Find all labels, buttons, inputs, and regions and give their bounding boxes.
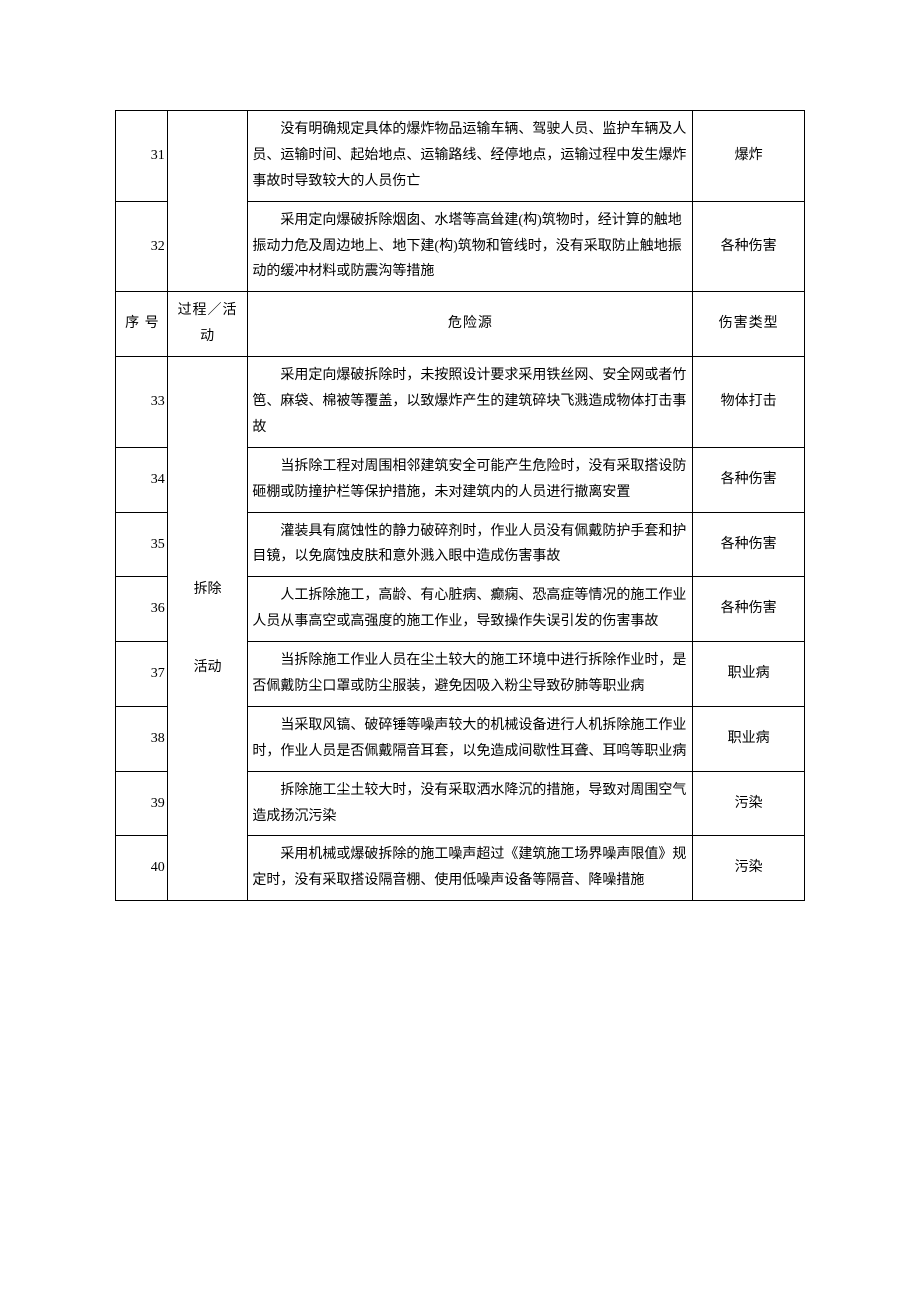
seq-cell: 37 xyxy=(116,642,168,707)
hazard-cell: 拆除施工尘土较大时，没有采取洒水降沉的措施，导致对周围空气造成扬沉污染 xyxy=(248,771,693,836)
type-cell: 污染 xyxy=(693,836,805,901)
seq-cell: 35 xyxy=(116,512,168,577)
hazard-cell: 采用机械或爆破拆除的施工噪声超过《建筑施工场界噪声限值》规定时，没有采取搭设隔音… xyxy=(248,836,693,901)
header-hazard: 危险源 xyxy=(248,292,693,357)
table-row: 31 没有明确规定具体的爆炸物品运输车辆、驾驶人员、监护车辆及人员、运输时间、起… xyxy=(116,111,805,202)
seq-cell: 34 xyxy=(116,447,168,512)
type-cell: 物体打击 xyxy=(693,357,805,448)
type-cell: 各种伤害 xyxy=(693,577,805,642)
hazard-cell: 当采取风镐、破碎锤等噪声较大的机械设备进行人机拆除施工作业时，作业人员是否佩戴隔… xyxy=(248,706,693,771)
hazard-cell: 采用定向爆破拆除烟囱、水塔等高耸建(构)筑物时，经计算的触地振动力危及周边地上、… xyxy=(248,201,693,292)
activity-cell-empty xyxy=(167,111,248,292)
table-row: 33 拆除活动 采用定向爆破拆除时，未按照设计要求采用铁丝网、安全网或者竹笆、麻… xyxy=(116,357,805,448)
type-cell: 各种伤害 xyxy=(693,512,805,577)
type-cell: 各种伤害 xyxy=(693,447,805,512)
header-activity: 过程／活动 xyxy=(167,292,248,357)
seq-cell: 39 xyxy=(116,771,168,836)
header-row: 序 号 过程／活动 危险源 伤害类型 xyxy=(116,292,805,357)
type-cell: 污染 xyxy=(693,771,805,836)
type-cell: 爆炸 xyxy=(693,111,805,202)
header-type: 伤害类型 xyxy=(693,292,805,357)
hazard-cell: 当拆除施工作业人员在尘土较大的施工环境中进行拆除作业时，是否佩戴防尘口罩或防尘服… xyxy=(248,642,693,707)
seq-cell: 31 xyxy=(116,111,168,202)
type-cell: 职业病 xyxy=(693,706,805,771)
activity-cell: 拆除活动 xyxy=(167,357,248,901)
hazard-table: 31 没有明确规定具体的爆炸物品运输车辆、驾驶人员、监护车辆及人员、运输时间、起… xyxy=(115,110,805,901)
seq-cell: 40 xyxy=(116,836,168,901)
hazard-cell: 当拆除工程对周围相邻建筑安全可能产生危险时，没有采取搭设防砸棚或防撞护栏等保护措… xyxy=(248,447,693,512)
seq-cell: 32 xyxy=(116,201,168,292)
hazard-cell: 人工拆除施工，高龄、有心脏病、癫痫、恐高症等情况的施工作业人员从事高空或高强度的… xyxy=(248,577,693,642)
hazard-cell: 采用定向爆破拆除时，未按照设计要求采用铁丝网、安全网或者竹笆、麻袋、棉被等覆盖，… xyxy=(248,357,693,448)
type-cell: 各种伤害 xyxy=(693,201,805,292)
header-seq: 序 号 xyxy=(116,292,168,357)
seq-cell: 33 xyxy=(116,357,168,448)
seq-cell: 38 xyxy=(116,706,168,771)
hazard-cell: 灌装具有腐蚀性的静力破碎剂时，作业人员没有佩戴防护手套和护目镜，以免腐蚀皮肤和意… xyxy=(248,512,693,577)
activity-line2: 活动 xyxy=(194,660,222,675)
type-cell: 职业病 xyxy=(693,642,805,707)
hazard-cell: 没有明确规定具体的爆炸物品运输车辆、驾驶人员、监护车辆及人员、运输时间、起始地点… xyxy=(248,111,693,202)
seq-cell: 36 xyxy=(116,577,168,642)
activity-line1: 拆除 xyxy=(194,582,222,597)
